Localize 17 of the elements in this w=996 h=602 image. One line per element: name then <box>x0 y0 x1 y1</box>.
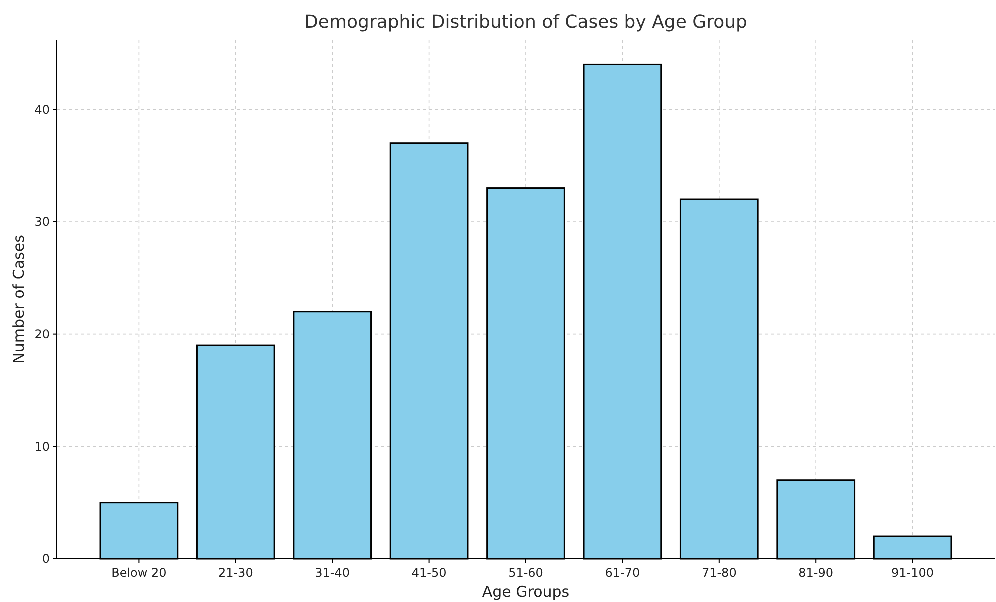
x-tick-label: 41-50 <box>412 566 447 580</box>
x-tick-label: 31-40 <box>315 566 350 580</box>
y-tick-label: 10 <box>34 440 50 454</box>
chart-title: Demographic Distribution of Cases by Age Group <box>304 12 748 33</box>
x-tick-label: 81-90 <box>798 566 834 580</box>
y-tick-label: 40 <box>34 102 50 117</box>
x-tick-label: 91-100 <box>892 566 934 580</box>
y-axis-title: Number of Cases <box>10 234 28 364</box>
x-axis-title: Age Groups <box>482 583 570 601</box>
x-tick-label: Below 20 <box>112 566 167 580</box>
x-tick-label: 21-30 <box>218 566 254 580</box>
y-tick-label: 20 <box>34 328 50 342</box>
x-tick-label: 61-70 <box>605 566 640 580</box>
x-tick-label: 71-80 <box>702 566 737 580</box>
x-tick-label: 51-60 <box>508 566 544 580</box>
y-tick-label: 0 <box>42 552 50 566</box>
y-tick-label: 30 <box>34 215 50 230</box>
